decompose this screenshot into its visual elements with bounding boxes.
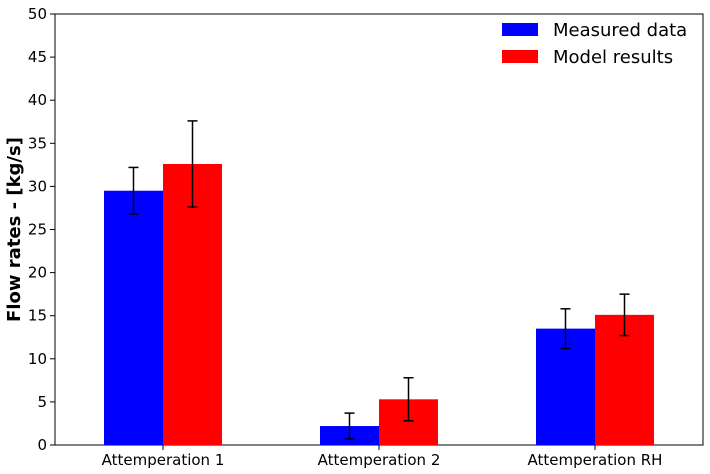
legend-swatch	[502, 23, 538, 36]
x-tick-label: Attemperation 1	[102, 451, 225, 469]
x-tick-label: Attemperation 2	[318, 451, 441, 469]
legend-label: Model results	[553, 47, 673, 68]
y-tick-label: 40	[28, 91, 47, 109]
bar-model-results	[163, 163, 222, 445]
bar-measured-data	[104, 190, 163, 445]
bar-model-results	[595, 314, 654, 445]
y-tick-label: 35	[28, 134, 47, 152]
x-tick-label: Attemperation RH	[528, 451, 663, 469]
x-axis: Attemperation 1 Attemperation 2 Attemperat…	[102, 445, 663, 469]
y-tick-label: 0	[37, 436, 47, 454]
bars-group	[104, 163, 654, 445]
y-axis: 0 5 10 15 20 25 30 35 40 45 50	[28, 5, 55, 454]
y-tick-label: 45	[28, 48, 47, 66]
legend-swatch	[502, 50, 538, 63]
y-axis-label: Flow rates - [kg/s]	[4, 137, 25, 322]
y-tick-label: 10	[28, 350, 47, 368]
legend-label: Measured data	[553, 20, 687, 41]
legend: Measured data Model results	[502, 20, 687, 68]
y-tick-label: 5	[37, 393, 47, 411]
error-bars-group	[128, 120, 630, 440]
y-tick-label: 50	[28, 5, 47, 23]
y-tick-label: 30	[28, 177, 47, 195]
y-tick-label: 25	[28, 221, 47, 239]
y-tick-label: 15	[28, 307, 47, 325]
y-tick-label: 20	[28, 264, 47, 282]
